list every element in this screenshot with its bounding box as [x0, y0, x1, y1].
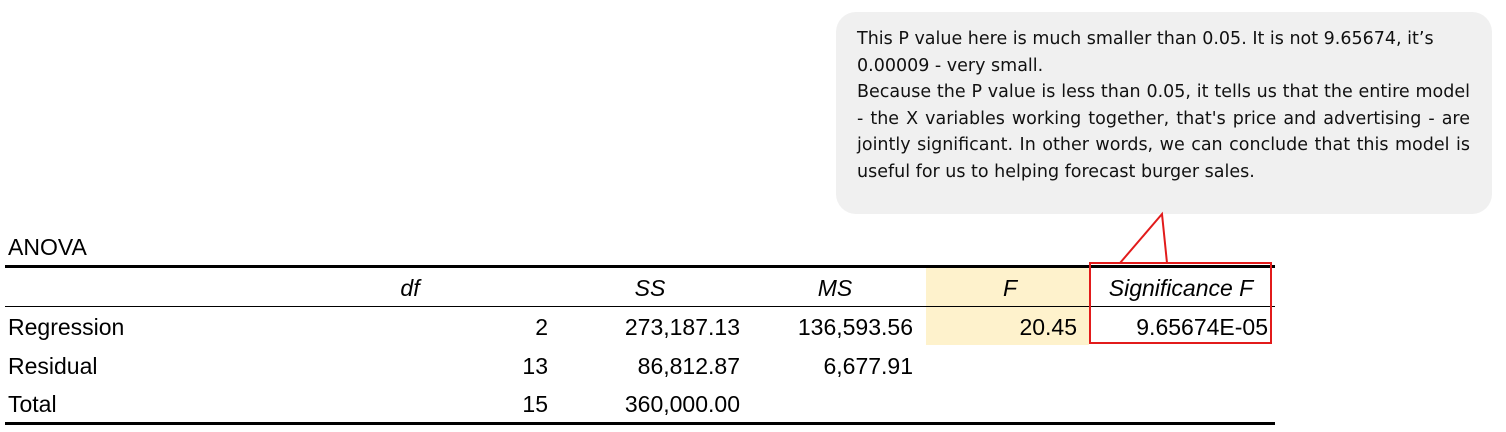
header-ss: SS: [634, 275, 666, 301]
row-total-label: Total: [8, 391, 57, 417]
table-title: ANOVA: [8, 234, 87, 260]
header-f: F: [1002, 275, 1018, 301]
header-df: df: [400, 275, 420, 301]
row-regression-df: 2: [535, 314, 548, 340]
row-regression-significance-f: 9.65674E-05: [1136, 314, 1268, 340]
row-residual-ms: 6,677.91: [823, 353, 913, 379]
row-regression-ms: 136,593.56: [797, 314, 913, 340]
significance-f-highlight-box: [1089, 262, 1272, 344]
row-regression-f: 20.45: [1019, 314, 1077, 340]
callout-paragraph-2: Because the P value is less than 0.05, i…: [857, 82, 1470, 182]
header-ms: MS: [817, 275, 853, 301]
row-residual-ss: 86,812.87: [637, 353, 740, 379]
row-regression-label: Regression: [8, 314, 125, 340]
table-top-rule: [5, 265, 1275, 268]
callout-paragraph-1: This P value here is much smaller than 0…: [857, 29, 1434, 76]
header-significance-f: Significance F: [1108, 275, 1254, 301]
table-bottom-rule: [5, 422, 1275, 425]
row-residual-label: Residual: [8, 353, 98, 379]
table-header-rule: [5, 306, 1275, 308]
row-regression-ss: 273,187.13: [624, 314, 740, 340]
row-total-ss: 360,000.00: [624, 391, 740, 417]
row-residual-df: 13: [522, 353, 548, 379]
annotation-callout: This P value here is much smaller than 0…: [836, 12, 1492, 214]
row-total-df: 15: [522, 391, 548, 417]
